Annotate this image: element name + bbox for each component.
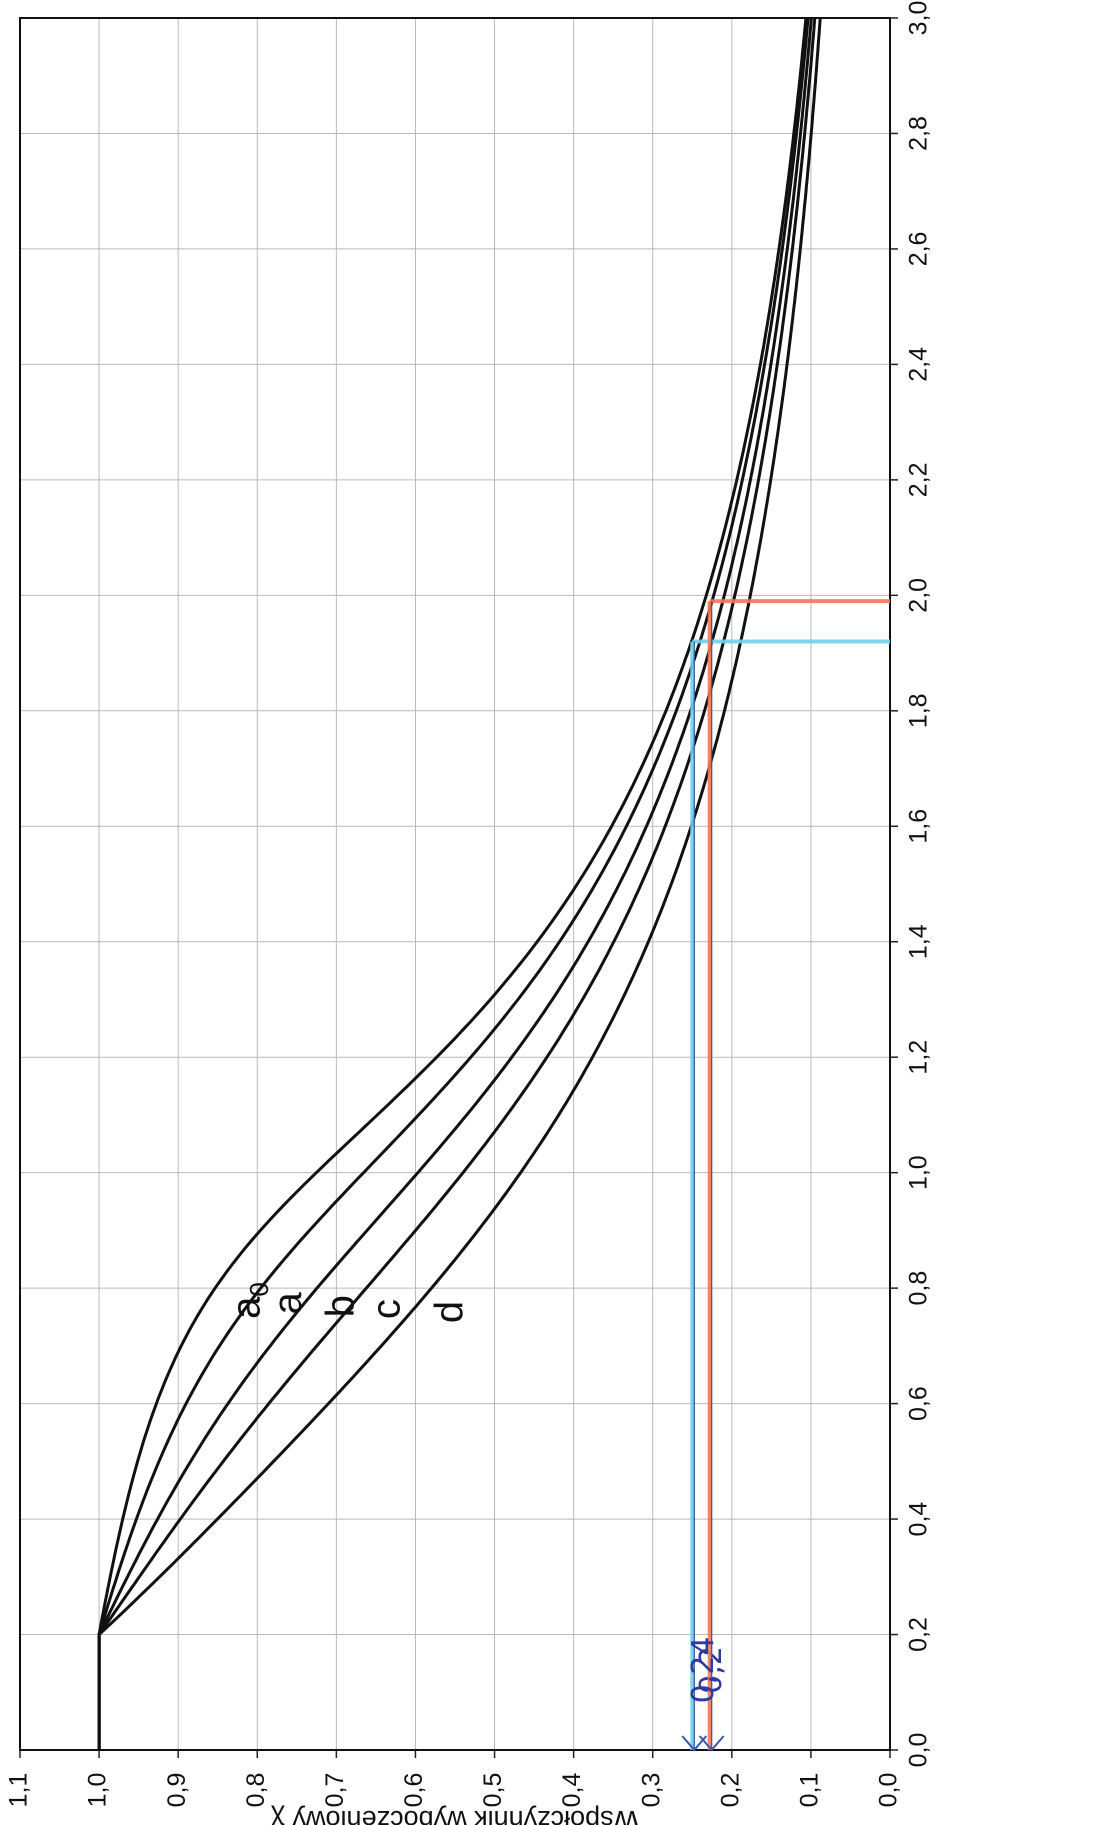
plot-frame [19,17,891,1751]
x-tick-label: 0,0 [905,1733,933,1768]
x-tick-label: 1,0 [905,1155,933,1190]
y-tick-label: 0,2 [716,1773,744,1808]
x-tick-label: 3,0 [905,1,933,36]
curve-label-b: b [318,1295,362,1317]
x-tick-label: 0,2 [905,1617,933,1652]
curve-c [97,17,817,1750]
x-tick-label: 1,6 [905,809,933,844]
y-tick-label: 1,0 [84,1773,112,1808]
curve-label-d: d [427,1301,471,1323]
x-tick-label: 2,8 [905,116,933,151]
y-tick-label: 0,1 [796,1773,824,1808]
y-tick-label: 0,4 [558,1773,586,1808]
y-tick-label: 0,3 [637,1773,665,1808]
y-tick-label: 0,7 [321,1773,349,1808]
curve-a0 [97,17,808,1750]
curve-d [97,17,822,1750]
y-tick-label: 0,6 [400,1773,428,1808]
annotation-label: 0,24 [686,1637,721,1704]
x-tick-label: 0,6 [905,1386,933,1421]
x-tick-label: 2,4 [905,347,933,382]
curve-b [97,17,813,1750]
buckling-curves: a0a b c d [97,17,822,1750]
curve-label-c: c [365,1299,409,1319]
x-tick-label: 1,8 [905,693,933,728]
x-tick-label: 0,8 [905,1271,933,1306]
annotations: 0,20,24 [681,599,890,1752]
x-tick-label: 2,2 [905,462,933,497]
y-axis-title: Współczynnik wyboczeniowy χ [271,1805,639,1825]
x-tick-label: 1,4 [905,924,933,959]
x-tick-label: 1,2 [905,1040,933,1075]
plot-area [19,17,891,1751]
y-tick-label: 1,1 [5,1773,33,1808]
x-tick-label: 2,0 [905,578,933,613]
y-tick-label: 0,5 [479,1773,507,1808]
x-tick-label: 2,6 [905,232,933,267]
arrow-head [698,1735,725,1752]
y-tick-label: 0,8 [242,1773,270,1808]
curve-a [97,17,810,1750]
y-tick-label: 0,9 [163,1773,191,1808]
arrow-head [681,1735,708,1752]
tick-labels: 0,0 0,2 0,4 0,6 0,8 1,0 1,2 1,4 1,6 1,8 2,0 2,2 2,4 2… [5,1,933,1808]
x-tick-label: 0,4 [905,1502,933,1537]
chart-grid [19,17,898,1758]
y-tick-label: 0,0 [875,1773,903,1808]
